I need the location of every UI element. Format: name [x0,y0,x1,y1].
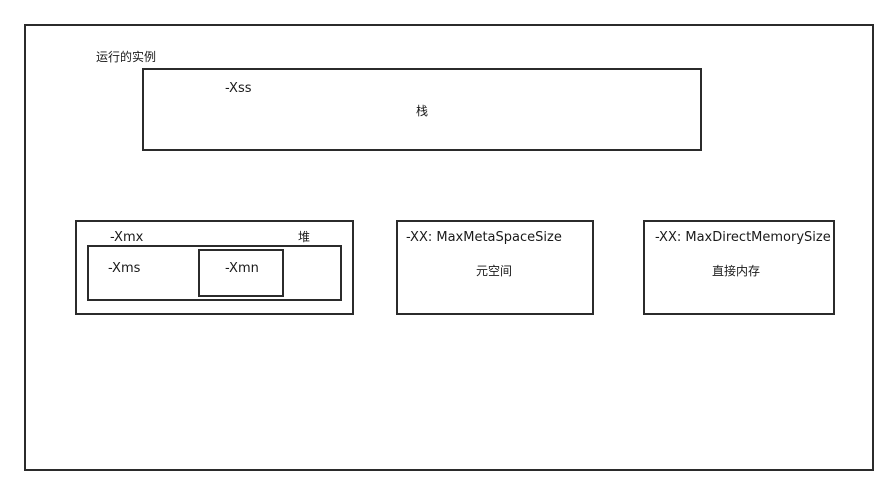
xmn-param-label: -Xmn [225,261,259,276]
metaspace-param-label: -XX: MaxMetaSpaceSize [406,230,562,245]
runtime-instance-label: 运行的实例 [96,50,157,64]
xmx-param-label: -Xmx [110,230,144,245]
metaspace-label: 元空间 [476,264,513,278]
heap-initial-box [87,245,342,301]
stack-box [142,68,702,151]
stack-label: 栈 [416,104,429,118]
heap-label: 堆 [298,230,311,244]
direct-memory-box [643,220,835,315]
heap-box [75,220,354,315]
young-generation-box [198,249,284,297]
direct-memory-param-label: -XX: MaxDirectMemorySize [655,230,831,245]
runtime-instance-frame [24,24,874,471]
xss-param-label: -Xss [225,81,252,96]
direct-memory-label: 直接内存 [712,264,761,278]
metaspace-box [396,220,594,315]
xms-param-label: -Xms [108,261,141,276]
